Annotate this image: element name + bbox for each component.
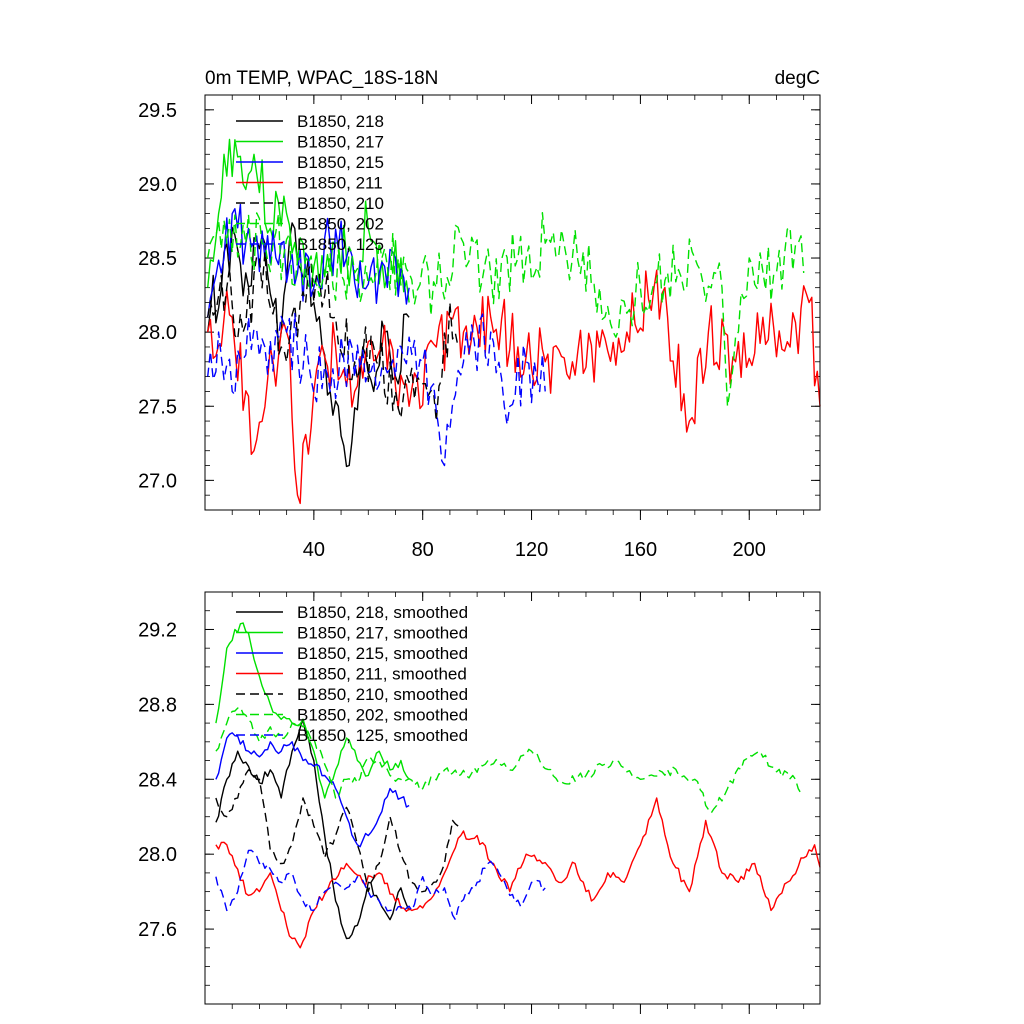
legend-label: B1850, 125, smoothed (297, 726, 468, 745)
bottom-plot-frame (204, 591, 821, 1005)
units-label: degC (775, 68, 820, 89)
y-tick-label: 28.5 (138, 248, 177, 270)
y-tick-label: 29.0 (138, 174, 177, 196)
bottom-panel: 27.6 28.0 28.4 28.8 29.2 B1850, 218, smoothe… (138, 591, 821, 1014)
y-tick-label: 28.0 (138, 322, 177, 344)
x-tick-label: 120 (515, 539, 548, 561)
series-line (207, 269, 821, 505)
legend-label: B1850, 211 (297, 174, 383, 193)
legend-label: B1850, 215 (297, 153, 384, 172)
series-line (207, 203, 410, 318)
legend-label: B1850, 217 (297, 133, 384, 152)
x-tick-label: 200 (733, 539, 766, 561)
top-plot-ticks: 27.0 27.5 28.0 28.5 29.0 29.5 40 80 120 160 200 (138, 94, 820, 561)
legend-label: B1850, 218 (297, 112, 384, 131)
x-tick-label: 40 (303, 539, 325, 561)
plot-title: 0m TEMP, WPAC_18S-18N (205, 68, 438, 89)
top-plot-frame (204, 94, 821, 511)
y-tick-label: 28.8 (138, 694, 177, 716)
series-line (215, 706, 804, 814)
series-line (215, 797, 821, 949)
series-line (207, 138, 410, 303)
y-tick-label: 28.0 (138, 844, 177, 866)
top-plot-series (207, 138, 821, 505)
y-tick-label: 27.6 (138, 919, 177, 941)
top-panel: 0m TEMP, WPAC_18S-18N degC 27.027.528.02… (138, 68, 821, 561)
bottom-plot-ticks: 27.6 28.0 28.4 28.8 29.2 (138, 591, 820, 1014)
y-tick-label: 29.2 (138, 619, 177, 641)
series-line (207, 211, 805, 407)
legend-label: B1850, 210, smoothed (297, 685, 468, 704)
x-tick-label: 160 (624, 539, 657, 561)
y-tick-label: 28.4 (138, 769, 177, 791)
series-line (215, 718, 410, 940)
legend-label: B1850, 202 (297, 215, 384, 234)
legend-label: B1850, 218, smoothed (297, 603, 468, 622)
series-line (215, 849, 546, 921)
x-tick-label: 80 (412, 539, 434, 561)
series-line (207, 251, 459, 422)
legend-label: B1850, 202, smoothed (297, 706, 468, 725)
legend-label: B1850, 210 (297, 194, 384, 213)
y-tick-label: 27.0 (138, 470, 177, 492)
y-tick-label: 29.5 (138, 100, 177, 122)
series-line (215, 769, 459, 893)
legend-label: B1850, 211, smoothed (297, 665, 467, 684)
bottom-plot-legend: B1850, 218, smoothed B1850, 217, smoothed… (236, 603, 468, 745)
legend-label: B1850, 215, smoothed (297, 644, 468, 663)
series-line (207, 313, 546, 467)
y-tick-label: 27.5 (138, 396, 177, 418)
legend-label: B1850, 125 (297, 235, 384, 254)
legend-label: B1850, 217, smoothed (297, 624, 468, 643)
series-line (215, 732, 410, 848)
